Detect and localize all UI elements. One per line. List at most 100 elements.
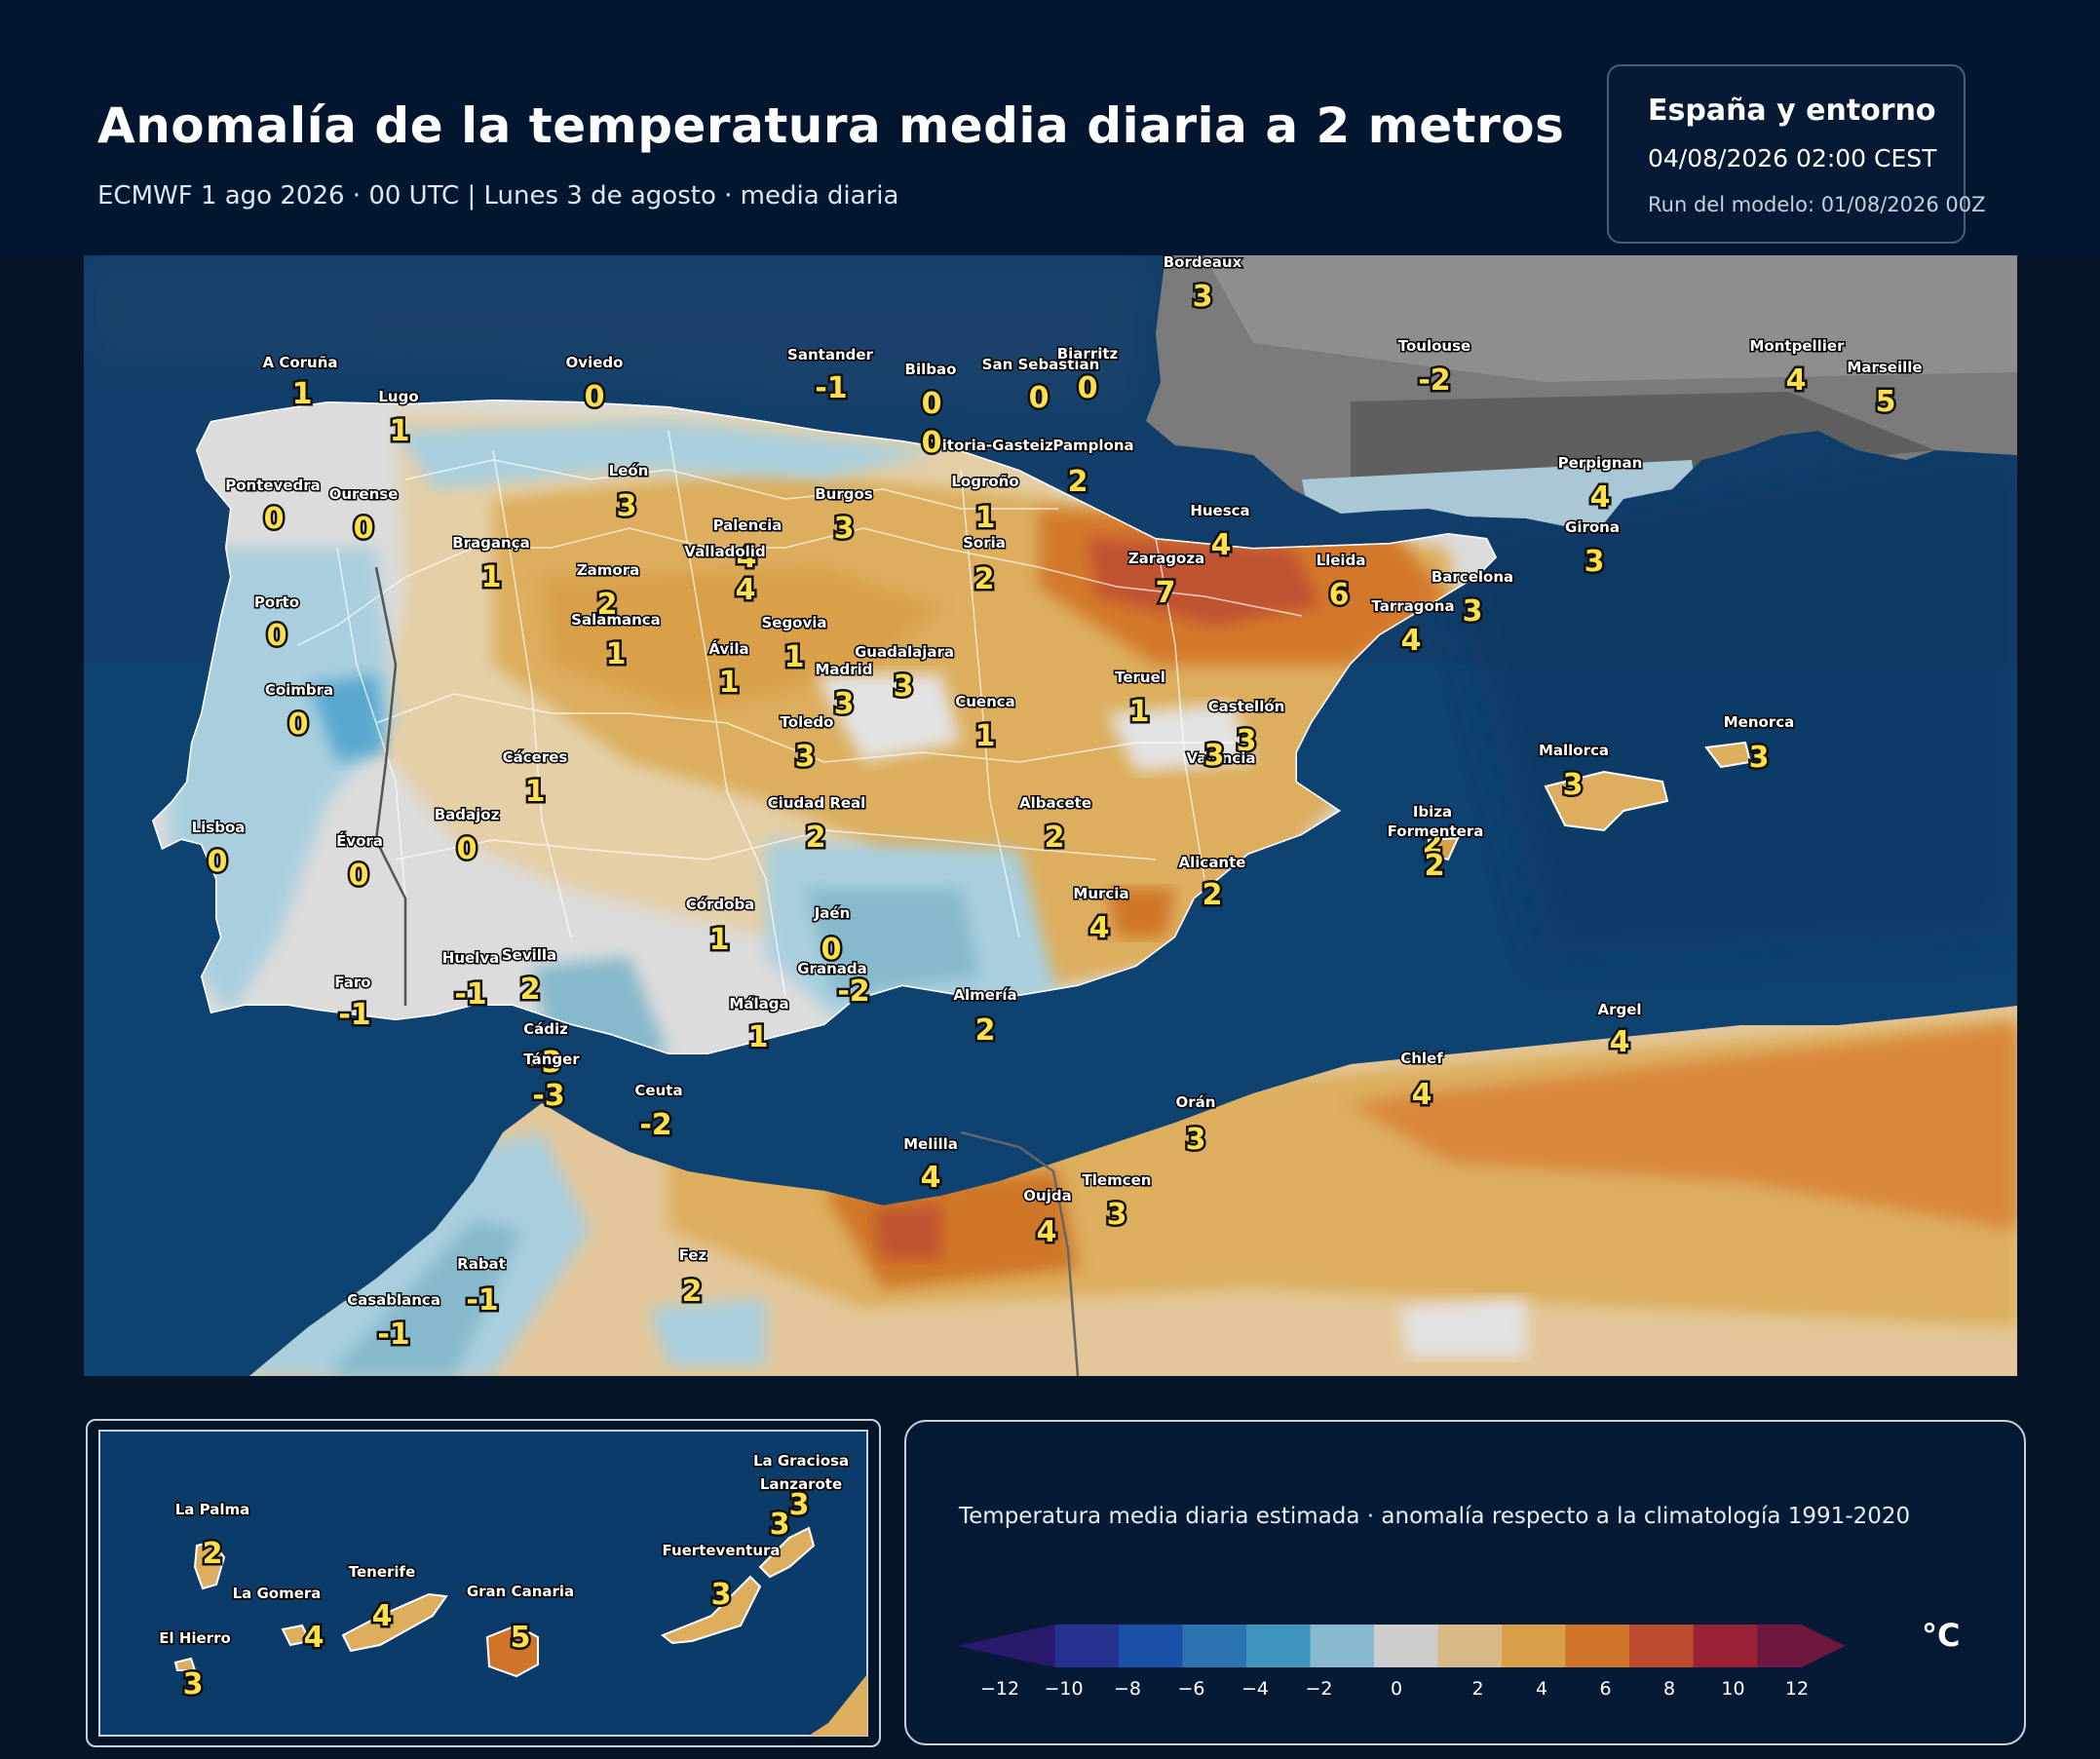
anomaly-value-toulouse: -2 [1418, 363, 1450, 398]
canary-inset[interactable]: La Graciosa 3 Lanzarote 3 La Palma 2 Fuerteven… [86, 1419, 881, 1747]
anomaly-value-valencia: 3 [1204, 739, 1225, 773]
colorbar-tick: 6 [1599, 1678, 1611, 1700]
colorbar: −12 −10 −8 −6 −4 −2 0 2 4 6 8 10 12 [957, 1625, 1846, 1700]
city-label-casablanca: Casablanca [347, 1291, 440, 1309]
anomaly-value-girona: 3 [1585, 545, 1605, 579]
city-label-tanger: Tánger [523, 1051, 580, 1068]
city-label-toulouse: Toulouse [1398, 337, 1470, 355]
anomaly-value-cadiz: -3 [529, 1046, 561, 1080]
city-label-pamplona: Pamplona [1052, 437, 1133, 454]
anomaly-value-valladolid: 4 [736, 573, 756, 607]
city-label-cordoba: Córdoba [686, 896, 755, 913]
colorbar-segment [1246, 1625, 1311, 1667]
anomaly-value-tarragona: 4 [1401, 624, 1422, 658]
anomaly-value-palencia: 4 [737, 541, 757, 575]
city-label-montpellier: Montpellier [1750, 337, 1846, 355]
main-map[interactable]: Bordeaux 3 A Coruña 1 Lugo 1 Oviedo 0 Santander -… [84, 255, 2017, 1376]
colorbar-segment [1437, 1625, 1503, 1667]
city-label-san-sebastian: San Sebastián [982, 356, 1100, 373]
anomaly-value-oran: 3 [1186, 1123, 1206, 1157]
city-label-madrid: Madrid [815, 661, 872, 678]
island-label-la-graciosa: La Graciosa [753, 1452, 849, 1470]
colorbar-segment [1757, 1625, 1846, 1667]
anomaly-value-sevilla: 2 [520, 973, 541, 1007]
header: Anomalía de la temperatura media diaria … [0, 0, 2100, 255]
city-label-valencia: Valencia [1186, 749, 1255, 767]
anomaly-value-huelva: -1 [454, 977, 486, 1012]
city-label-salamanca: Salamanca [571, 611, 661, 629]
anomaly-value-menorca: 3 [1749, 741, 1770, 775]
city-label-coimbra: Coimbra [265, 681, 333, 699]
anomaly-value-rabat: -1 [466, 1283, 498, 1318]
colorbar-tick: −4 [1241, 1678, 1269, 1700]
anomaly-value-biarritz: 0 [1078, 371, 1098, 405]
anomaly-value-alicante: 2 [1203, 878, 1223, 912]
city-label-faro: Faro [334, 974, 370, 991]
anomaly-value-tanger: -3 [532, 1079, 564, 1113]
anomaly-value-formentera: 2 [1425, 849, 1445, 883]
anomaly-value-bilbao: 0 [922, 387, 942, 421]
anomaly-value-jaen: 0 [821, 933, 842, 967]
anomaly-value-madrid: 3 [834, 687, 855, 721]
anomaly-value-teruel: 1 [1129, 695, 1150, 729]
island-value-fuerteventura: 3 [711, 1578, 732, 1612]
island-value-gran-canaria: 5 [511, 1621, 531, 1655]
city-label-menorca: Menorca [1724, 713, 1795, 731]
anomaly-value-mallorca: 3 [1563, 768, 1584, 802]
island-value-el-hierro: 3 [183, 1667, 204, 1702]
city-label-segovia: Segovia [761, 614, 826, 631]
island-value-lanzarote: 3 [770, 1508, 790, 1542]
city-label-castellon: Castellón [1208, 698, 1285, 715]
island-value-la-palma: 2 [203, 1537, 223, 1571]
city-label-badajoz: Badajoz [435, 806, 500, 823]
legend-title: Temperatura media diaria estimada · anom… [959, 1504, 1911, 1529]
anomaly-value-perpignan: 4 [1590, 480, 1611, 515]
city-label-argel: Argel [1597, 1001, 1641, 1018]
page-title: Anomalía de la temperatura media diaria … [97, 97, 1565, 154]
anomaly-value-casablanca: -1 [377, 1318, 409, 1352]
anomaly-value-vitoria-gasteiz: 0 [922, 426, 942, 460]
legend-panel: Temperatura media diaria estimada · anom… [904, 1420, 2026, 1745]
colorbar-tick: −6 [1177, 1678, 1204, 1700]
city-label-porto: Porto [254, 593, 299, 611]
island-value-la-graciosa: 3 [789, 1488, 810, 1522]
anomaly-value-porto: 0 [267, 619, 287, 653]
island-label-la-palma: La Palma [175, 1501, 250, 1518]
city-label-ourense: Ourense [329, 485, 399, 503]
anomaly-value-segovia: 1 [784, 640, 805, 674]
info-valid-time: 04/08/2026 02:00 CEST [1648, 144, 1937, 172]
city-label-bordeaux: Bordeaux [1164, 255, 1242, 271]
info-region: España y entorno [1648, 94, 1936, 128]
colorbar-tick: 2 [1471, 1678, 1483, 1700]
anomaly-value-huesca: 4 [1211, 528, 1232, 562]
city-label-malaga: Málaga [729, 995, 788, 1013]
colorbar-segment [1119, 1625, 1183, 1667]
colorbar-tick: 4 [1536, 1678, 1547, 1700]
iberia-coastline [152, 400, 1497, 1054]
city-label-valladolid: Valladolid [684, 543, 765, 560]
colorbar-segment [1693, 1625, 1758, 1667]
anomaly-value-san-sebastian: 0 [1029, 381, 1050, 415]
legend-unit: °C [1922, 1617, 1961, 1654]
city-label-avila: Ávila [708, 639, 748, 658]
city-label-teruel: Teruel [1115, 669, 1165, 686]
anomaly-value-albacete: 2 [1045, 821, 1065, 855]
city-label-zaragoza: Zaragoza [1128, 550, 1204, 567]
anomaly-value-faro: -1 [338, 998, 370, 1032]
island-label-lanzarote: Lanzarote [760, 1475, 842, 1493]
city-label-fez: Fez [679, 1246, 707, 1264]
island-label-tenerife: Tenerife [349, 1563, 416, 1581]
anomaly-value-chlef: 4 [1412, 1078, 1432, 1112]
city-label-alicante: Alicante [1179, 854, 1246, 871]
anomaly-value-soria: 2 [974, 562, 995, 596]
colorbar-segment [957, 1625, 1055, 1667]
colorbar-segment [1374, 1625, 1438, 1667]
info-model-run: Run del modelo: 01/08/2026 00Z [1648, 193, 1986, 216]
anomaly-value-lisboa: 0 [208, 845, 228, 879]
island-value-tenerife: 4 [372, 1599, 393, 1633]
anomaly-value-pontevedra: 0 [264, 502, 285, 536]
city-label-lleida: Lleida [1317, 552, 1366, 569]
morocco-algeria-border [960, 1130, 1080, 1376]
anomaly-value-argel: 4 [1610, 1025, 1630, 1059]
